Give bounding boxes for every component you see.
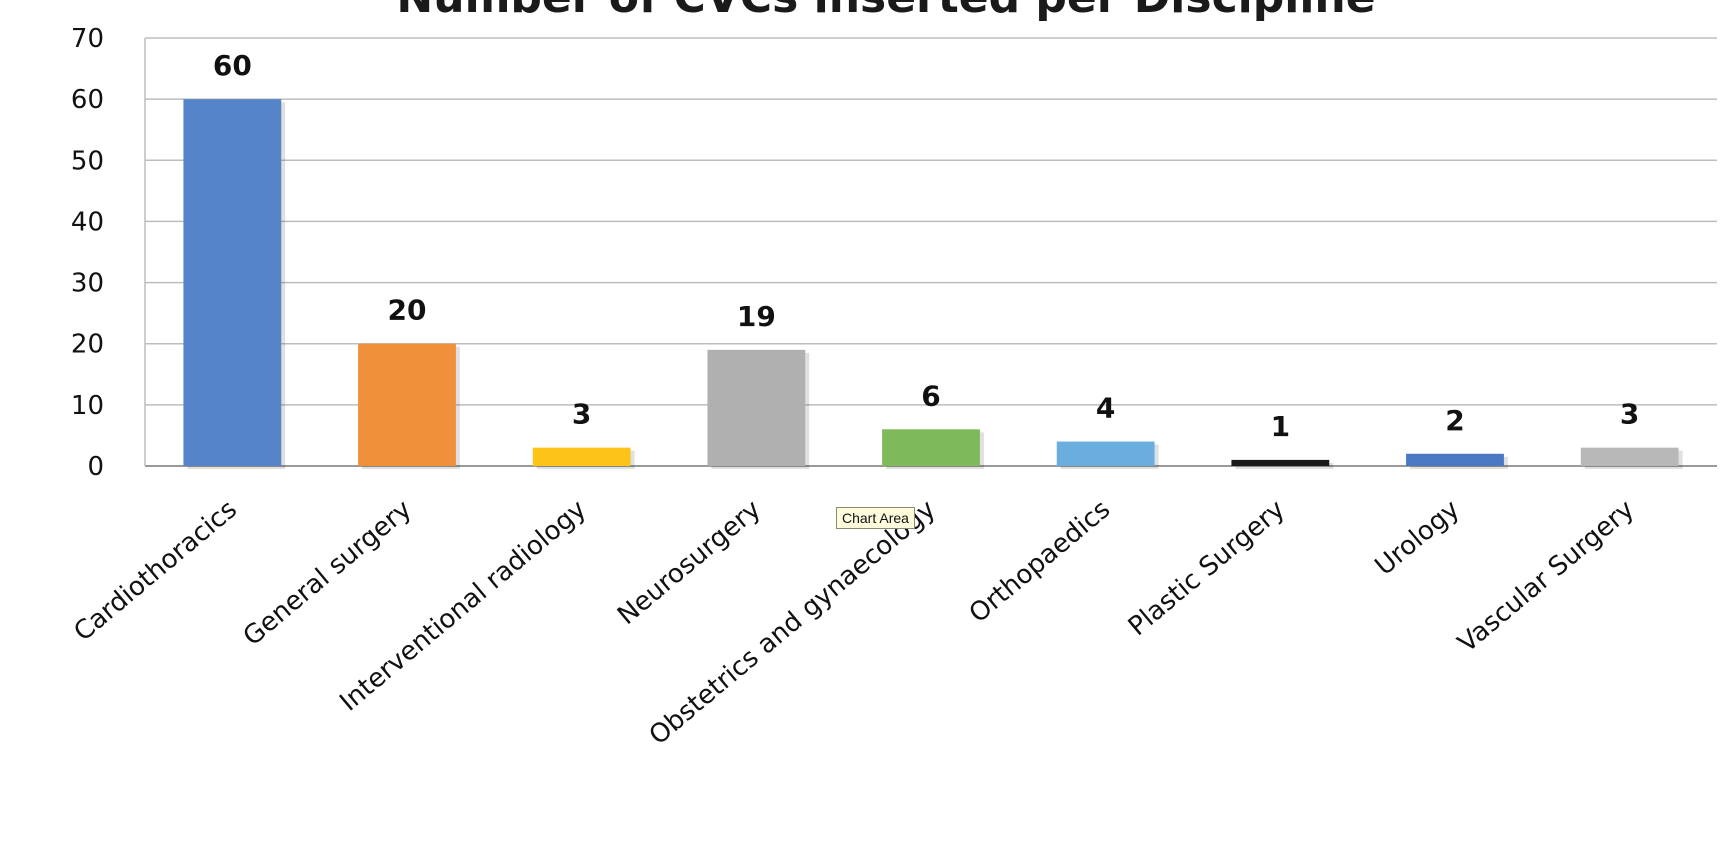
chart-area-tooltip: Chart Area <box>836 507 915 529</box>
category-label: Orthopaedics <box>964 494 1116 629</box>
data-label: 20 <box>388 294 427 327</box>
y-tick-label: 50 <box>71 146 104 176</box>
y-tick-label: 40 <box>71 207 104 237</box>
data-label: 4 <box>1096 392 1115 425</box>
data-label: 60 <box>213 49 252 82</box>
category-label: Neurosurgery <box>612 494 767 631</box>
category-label: General surgery <box>238 494 418 652</box>
bar <box>1056 441 1155 466</box>
data-label: 3 <box>1620 398 1639 431</box>
y-axis: 0 10 20 30 40 50 60 70 <box>71 24 104 482</box>
y-tick-label: 20 <box>71 330 104 360</box>
data-label: 3 <box>572 398 591 431</box>
bar <box>532 447 631 466</box>
category-label: Obstetrics and gynaecology <box>644 494 942 751</box>
bar <box>1580 447 1679 466</box>
y-tick-label: 70 <box>71 24 104 54</box>
bar <box>358 343 456 466</box>
bar <box>1406 453 1504 466</box>
data-label: 1 <box>1271 410 1290 443</box>
data-label: 6 <box>921 379 940 412</box>
y-tick-label: 30 <box>71 269 104 299</box>
y-tick-label: 10 <box>71 391 104 421</box>
y-tick-label: 60 <box>71 85 104 115</box>
category-label: Cardiothoracics <box>68 494 242 647</box>
bar <box>1231 459 1330 466</box>
bar <box>183 99 282 467</box>
category-label: Plastic Surgery <box>1123 494 1291 642</box>
category-label: Urology <box>1370 494 1466 581</box>
category-label: Vascular Surgery <box>1452 494 1640 658</box>
y-tick-label: 0 <box>87 452 104 482</box>
bar <box>707 349 806 466</box>
data-labels: 60 20 3 19 6 4 1 2 3 <box>213 49 1640 443</box>
chart-title: Number of CVCs inserted per Discipline <box>396 0 1375 23</box>
bar <box>882 429 980 466</box>
bars <box>183 99 1683 470</box>
data-label: 19 <box>737 300 776 333</box>
data-label: 2 <box>1445 404 1464 437</box>
